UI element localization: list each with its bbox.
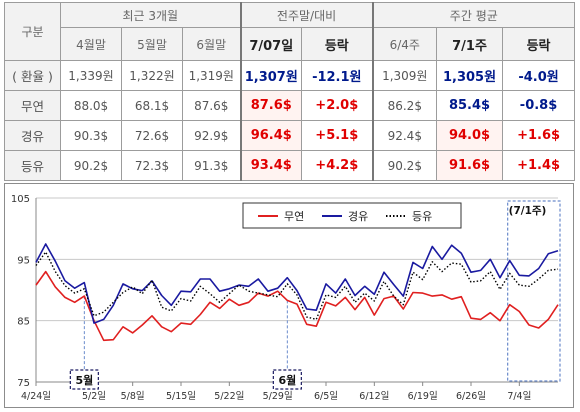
row-label: ( 환율 ) [4, 60, 61, 91]
x-tick-label: 5/2일 [82, 391, 106, 402]
month-marker-box [272, 369, 302, 390]
x-tick-label: 5/8일 [121, 391, 145, 402]
y-tick-label: 75 [17, 378, 30, 389]
table-cell: +1.6$ [502, 120, 576, 151]
legend: 무연 경유 등유 [242, 202, 462, 229]
x-tick-label: 6/12일 [359, 391, 389, 402]
table-row-exchange-rate: ( 환율 ) 1,339원 1,322원 1,319원 1,307원 -12.1… [4, 60, 576, 91]
x-tick-label: 5/22일 [214, 391, 244, 402]
table-cell: 1,307원 [239, 60, 303, 91]
x-tick-label: 4/24일 [21, 391, 51, 402]
table-cell: +5.1$ [301, 120, 374, 151]
col-label-header: 구분 [4, 2, 61, 61]
table-cell: +4.2$ [301, 150, 374, 181]
price-summary-table: 구분 최근 3개월 전주말/대비 주간 평균 4월말 5월말 6월말 7/07일… [4, 2, 576, 181]
table-cell: 90.3$ [60, 120, 122, 151]
table-cell: +1.4$ [502, 150, 576, 181]
table-cell: 94.0$ [436, 120, 504, 151]
x-tick-label: 7/4일 [507, 391, 531, 402]
legend-label: 등유 [412, 210, 432, 223]
legend-label: 경유 [348, 210, 368, 223]
month-marker-box [69, 369, 99, 390]
table-cell: 91.6$ [436, 150, 504, 181]
legend-label: 무연 [284, 210, 304, 223]
table-row-kerosene: 등유 90.2$ 72.3$ 91.3$ 93.4$ +4.2$ 90.2$ 9… [4, 150, 576, 181]
month-marker-label: 6월 [278, 373, 296, 387]
table-row-unleaded: 무연 88.0$ 68.1$ 87.6$ 87.6$ +2.0$ 86.2$ 8… [4, 90, 576, 121]
series-line-경유 [35, 243, 559, 324]
col-header-jun-week-4: 6/4주 [371, 27, 438, 61]
header-group-weekly-average: 주간 평균 [371, 2, 576, 28]
table-cell: -4.0원 [502, 60, 576, 91]
x-tick-label: 6/19일 [408, 391, 438, 402]
week-highlight-label: (7/1주) [509, 205, 547, 217]
table-cell: 91.3$ [181, 150, 242, 181]
row-label: 등유 [4, 150, 61, 181]
col-header-jul-07: 7/07일 [239, 27, 303, 61]
col-header-jun-end: 6월말 [181, 27, 242, 61]
table-cell: 96.4$ [239, 120, 303, 151]
table-cell: 90.2$ [60, 150, 122, 181]
y-tick-label: 95 [17, 255, 30, 266]
table-cell: 93.4$ [239, 150, 303, 181]
table-cell: 88.0$ [60, 90, 122, 121]
table-cell: 68.1$ [121, 90, 183, 121]
col-header-jul-week-1: 7/1주 [436, 27, 504, 61]
col-header-may-end: 5월말 [121, 27, 183, 61]
x-tick-label: 5/29일 [263, 391, 293, 402]
table-cell: 86.2$ [371, 90, 438, 121]
series-line-등유 [35, 251, 559, 321]
series-line-무연 [35, 270, 559, 342]
table-cell: 92.4$ [371, 120, 438, 151]
table-cell: +2.0$ [301, 90, 374, 121]
col-header-apr-end: 4월말 [60, 27, 122, 61]
x-tick-label: 5/15일 [166, 391, 196, 402]
y-tick-label: 85 [17, 317, 30, 328]
table-cell: 72.3$ [121, 150, 183, 181]
col-header-change-1: 등락 [301, 27, 374, 61]
table-row-diesel: 경유 90.3$ 72.6$ 92.9$ 96.4$ +5.1$ 92.4$ 9… [4, 120, 576, 151]
price-chart-frame [4, 183, 574, 408]
table-cell: 1,339원 [60, 60, 122, 91]
y-tick-label: 105 [11, 194, 30, 205]
table-cell: 1,319원 [181, 60, 242, 91]
x-tick-label: 6/5일 [314, 391, 338, 402]
legend-box [242, 202, 462, 229]
week-highlight-box [507, 200, 561, 382]
x-tick-label: 6/26일 [456, 391, 486, 402]
row-label: 무연 [4, 90, 61, 121]
month-marker-label: 5월 [75, 373, 93, 387]
header-row-columns: 4월말 5월말 6월말 7/07일 등락 6/4주 7/1주 등락 [5, 27, 576, 61]
header-row-groups: 구분 최근 3개월 전주말/대비 주간 평균 [4, 2, 576, 61]
row-label: 경유 [4, 120, 61, 151]
